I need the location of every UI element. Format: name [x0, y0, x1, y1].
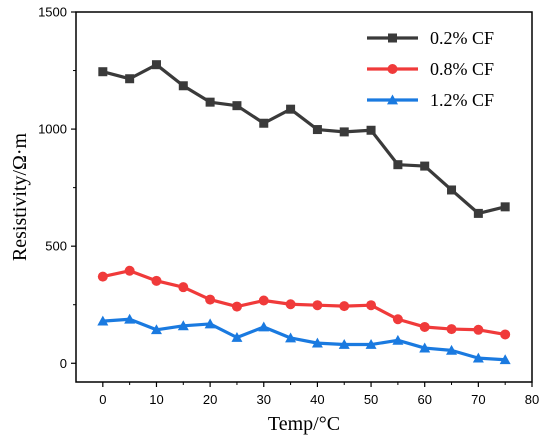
plot-marks [97, 60, 511, 365]
data-point [446, 324, 457, 335]
y-tick-label: 1000 [38, 122, 67, 137]
data-point [500, 202, 510, 212]
data-point [312, 300, 323, 311]
data-point [177, 320, 189, 331]
data-point [124, 313, 136, 324]
data-point [366, 300, 377, 311]
data-point [339, 127, 349, 137]
data-point [125, 74, 135, 84]
data-point [419, 342, 431, 353]
data-point [446, 344, 458, 355]
x-tick-label: 10 [149, 392, 163, 407]
legend-label: 0.2% CF [430, 28, 494, 48]
data-point [205, 97, 215, 107]
data-point [178, 81, 188, 91]
legend: 0.2% CF 0.8% CF 1.2% CF [367, 28, 494, 110]
data-point [231, 332, 243, 342]
x-axis-ticks: 0 10 20 30 40 50 60 70 80 [99, 382, 539, 407]
x-tick-label: 0 [99, 392, 106, 407]
legend-swatch-marker [388, 33, 397, 43]
data-point [178, 282, 189, 293]
data-point [473, 208, 483, 218]
series-line [102, 269, 506, 337]
x-tick-label: 80 [525, 392, 539, 407]
legend-swatch-marker [387, 94, 398, 105]
series-0-2-cf [98, 60, 510, 218]
data-point [98, 67, 108, 77]
y-axis-ticks: 0 500 1000 1500 [38, 5, 76, 371]
data-point [447, 185, 457, 195]
data-point [472, 352, 484, 363]
data-point [231, 301, 242, 312]
data-point [258, 321, 270, 332]
data-point [312, 125, 322, 135]
data-point [419, 321, 430, 332]
x-axis-title: Temp/°C [268, 413, 340, 435]
series-1-2-cf [97, 313, 511, 365]
data-point [285, 299, 296, 310]
data-point [258, 295, 269, 306]
data-point [311, 337, 323, 348]
data-point [124, 265, 135, 276]
series-line [102, 63, 506, 215]
y-tick-label: 500 [45, 239, 67, 254]
legend-label: 1.2% CF [430, 90, 494, 110]
x-tick-label: 70 [471, 392, 485, 407]
data-point [150, 324, 162, 335]
y-tick-label: 1500 [38, 5, 67, 20]
data-point [205, 294, 216, 305]
y-tick-label: 0 [60, 356, 67, 371]
data-point [392, 314, 403, 325]
legend-label: 0.8% CF [430, 59, 494, 79]
x-tick-label: 30 [257, 392, 271, 407]
legend-item: 1.2% CF [367, 90, 494, 110]
data-point [232, 101, 242, 111]
data-point [365, 339, 377, 349]
data-point [338, 339, 350, 349]
data-point [366, 125, 376, 135]
series-0-8-cf [97, 265, 511, 340]
data-point [473, 324, 484, 335]
series-line [102, 317, 506, 362]
data-point [392, 334, 404, 345]
data-point [499, 354, 511, 365]
data-point [285, 332, 297, 343]
x-tick-label: 50 [364, 392, 378, 407]
x-tick-label: 60 [417, 392, 431, 407]
data-point [97, 315, 109, 326]
data-point [151, 275, 162, 286]
data-point [151, 60, 161, 70]
data-point [204, 318, 216, 329]
x-tick-label: 20 [203, 392, 217, 407]
data-point [420, 161, 430, 171]
legend-item: 0.2% CF [367, 28, 494, 48]
data-point [339, 301, 350, 312]
y-axis-title: Resistivity/Ω·m [9, 132, 31, 261]
data-point [393, 160, 403, 170]
data-point [259, 118, 269, 128]
plot-frame [75, 11, 533, 383]
legend-swatch-marker [387, 64, 398, 74]
data-point [500, 329, 511, 340]
data-point [97, 271, 108, 282]
legend-item: 0.8% CF [367, 59, 494, 79]
data-point [286, 104, 296, 114]
x-tick-label: 40 [310, 392, 324, 407]
